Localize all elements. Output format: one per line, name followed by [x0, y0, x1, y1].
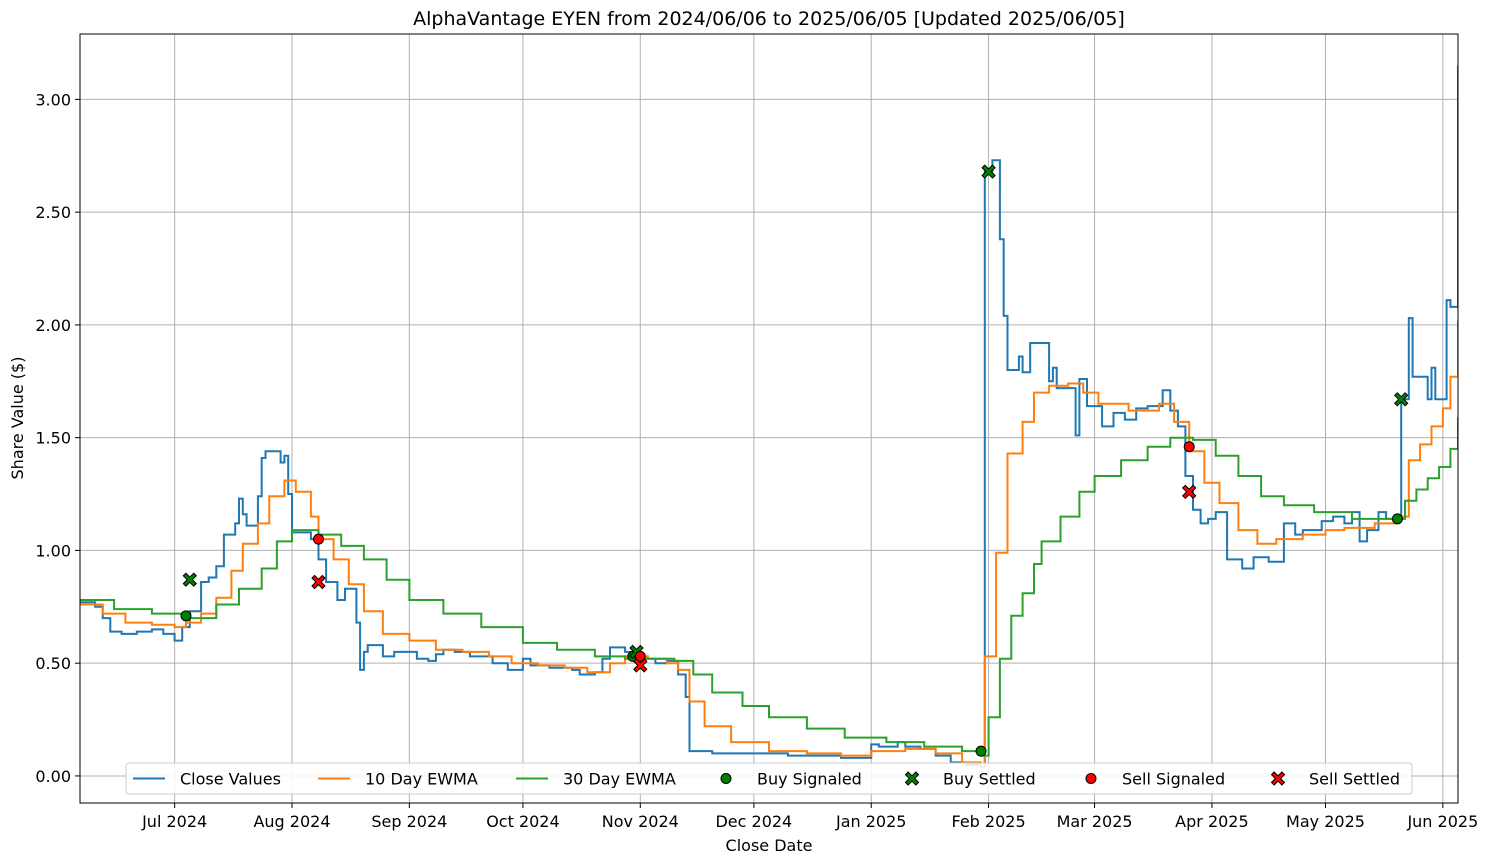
- legend-label: Buy Signaled: [757, 770, 862, 789]
- x-tick-label: Jan 2025: [835, 812, 906, 831]
- legend-swatch: [1085, 773, 1097, 784]
- marker-point: [1181, 484, 1197, 500]
- series-line-2: [80, 320, 1458, 768]
- grid: [80, 34, 1458, 803]
- y-tick-label: 3.00: [35, 90, 71, 109]
- x-tick-label: Aug 2024: [253, 812, 330, 831]
- legend: Close Values 10 Day EWMA 30 Day EWMA Buy Si…: [125, 762, 1413, 795]
- x-axis: Jul 2024 Aug 2024 Sep 2024 Oct 2024 Nov 2024…: [141, 803, 1478, 831]
- legend-swatch: [720, 773, 732, 784]
- x-tick-label: Nov 2024: [602, 812, 679, 831]
- y-tick-label: 0.50: [35, 654, 71, 673]
- marker-point: [634, 650, 646, 662]
- x-tick-label: Jul 2024: [141, 812, 207, 831]
- y-tick-label: 1.00: [35, 541, 71, 560]
- y-axis-title: Share Value ($): [8, 357, 27, 480]
- legend-swatch: [1270, 771, 1286, 786]
- marker-point: [182, 572, 198, 587]
- marker-point: [311, 574, 326, 590]
- y-tick-label: 2.50: [35, 203, 71, 222]
- x-tick-label: May 2025: [1286, 812, 1365, 831]
- x-axis-title: Close Date: [726, 836, 813, 855]
- marker-point: [180, 610, 192, 622]
- marker-point: [975, 745, 987, 757]
- marker-group-1: [180, 513, 1403, 757]
- marker-point: [1393, 392, 1409, 407]
- x-tick-label: Jun 2025: [1406, 812, 1478, 831]
- x-tick-label: Mar 2025: [1057, 812, 1133, 831]
- plot-frame: [79, 33, 1459, 804]
- legend-label: Sell Signaled: [1122, 770, 1225, 789]
- marker-group-4: [311, 484, 1197, 673]
- series-line-1: [80, 65, 1458, 768]
- legend-box: [125, 762, 1413, 795]
- marker-point: [1183, 441, 1195, 453]
- marker-group-3: [313, 441, 1195, 662]
- legend-swatch: [904, 771, 920, 786]
- y-tick-label: 0.00: [35, 767, 71, 786]
- x-tick-label: Feb 2025: [952, 812, 1026, 831]
- x-tick-label: Sep 2024: [371, 812, 447, 831]
- x-tick-label: Dec 2024: [715, 812, 792, 831]
- legend-label: Buy Settled: [943, 770, 1036, 789]
- y-tick-label: 1.50: [35, 429, 71, 448]
- legend-label: Sell Settled: [1309, 770, 1400, 789]
- series-line-3: [80, 417, 1458, 757]
- plot-area: [80, 65, 1458, 768]
- legend-label: 10 Day EWMA: [365, 770, 478, 789]
- chart-title: AlphaVantage EYEN from 2024/06/06 to 202…: [413, 8, 1125, 30]
- y-tick-label: 2.00: [35, 316, 71, 335]
- marker-group-2: [182, 164, 1409, 660]
- marker-point: [1391, 513, 1403, 525]
- legend-label: 30 Day EWMA: [563, 770, 676, 789]
- marker-point: [313, 533, 324, 545]
- legend-label: Close Values: [180, 770, 281, 789]
- marker-point: [981, 164, 996, 179]
- x-tick-label: Apr 2025: [1175, 812, 1248, 831]
- y-axis: 0.00 0.50 1.00 1.50 2.00 2.50 3.00: [35, 90, 80, 786]
- x-tick-label: Oct 2024: [486, 812, 559, 831]
- marker-point: [633, 658, 648, 673]
